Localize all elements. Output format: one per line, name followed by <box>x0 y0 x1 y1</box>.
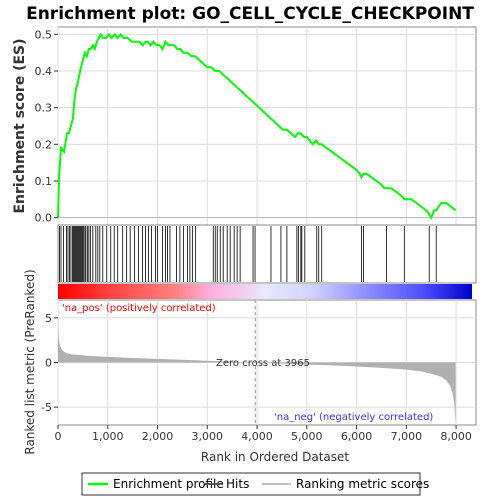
es-y-ticks: 0.0 0.1 0.2 0.3 0.4 0.5 <box>35 28 58 225</box>
es-y-axis-label: Enrichment score (ES) <box>12 38 28 213</box>
x-tick-label: 7,000 <box>391 430 423 443</box>
x-tick-label: 6,000 <box>341 430 373 443</box>
hits-panel-frame <box>57 224 477 284</box>
hit-lines <box>59 226 437 282</box>
x-axis-label: Rank in Ordered Dataset <box>201 450 349 464</box>
legend-frame <box>81 472 421 496</box>
hits-panel <box>57 224 477 284</box>
ranking-tick-label: 0 <box>45 357 52 370</box>
x-axis: 0 1,000 2,000 3,000 4,000 5,000 6,000 7,000 8,00… <box>55 425 472 443</box>
legend-label-enrichment-profile: Enrichment profile <box>113 477 224 491</box>
ranking-tick-label: -5 <box>41 401 52 414</box>
x-tick-label: 2,000 <box>142 430 174 443</box>
legend-label-hits: Hits <box>226 477 249 491</box>
es-tick-label: 0.2 <box>35 138 53 151</box>
rank-color-bar <box>58 284 472 299</box>
es-panel-frame <box>57 26 477 226</box>
es-tick-label: 0.4 <box>35 65 53 78</box>
es-tick-label: 0.1 <box>35 175 53 188</box>
ranking-tick-label: 5 <box>45 312 52 325</box>
x-tick-label: 3,000 <box>192 430 224 443</box>
es-tick-label: 0.0 <box>35 212 53 225</box>
ranking-panel: Zero cross at 3965 'na_pos' (positively … <box>23 269 477 455</box>
chart-title: Enrichment plot: GO_CELL_CYCLE_CHECKPOIN… <box>26 4 474 24</box>
rank-color-bar-gradient <box>58 284 472 299</box>
x-tick-label: 5,000 <box>291 430 323 443</box>
enrichment-profile-line <box>57 32 457 221</box>
negative-correlation-label: 'na_neg' (negatively correlated) <box>274 412 433 423</box>
legend-label-ranking-metric: Ranking metric scores <box>296 477 429 491</box>
legend: Enrichment profile Hits Ranking metric s… <box>81 472 429 496</box>
x-tick-label: 0 <box>55 430 62 443</box>
es-grid <box>57 27 476 225</box>
x-tick-label: 4,000 <box>241 430 273 443</box>
x-tick-label: 8,000 <box>440 430 472 443</box>
es-panel: 0.0 0.1 0.2 0.3 0.4 0.5 Enrichment score (ES) <box>12 26 477 226</box>
es-tick-label: 0.5 <box>35 28 53 41</box>
ranking-y-ticks: -5 0 5 <box>41 312 58 414</box>
x-tick-label: 1,000 <box>92 430 124 443</box>
ranking-y-axis-label: Ranked list metric (PreRanked) <box>23 269 37 454</box>
es-tick-label: 0.3 <box>35 102 53 115</box>
zero-cross-label: Zero cross at 3965 <box>216 358 310 369</box>
positive-correlation-label: 'na_pos' (positively correlated) <box>62 303 216 314</box>
